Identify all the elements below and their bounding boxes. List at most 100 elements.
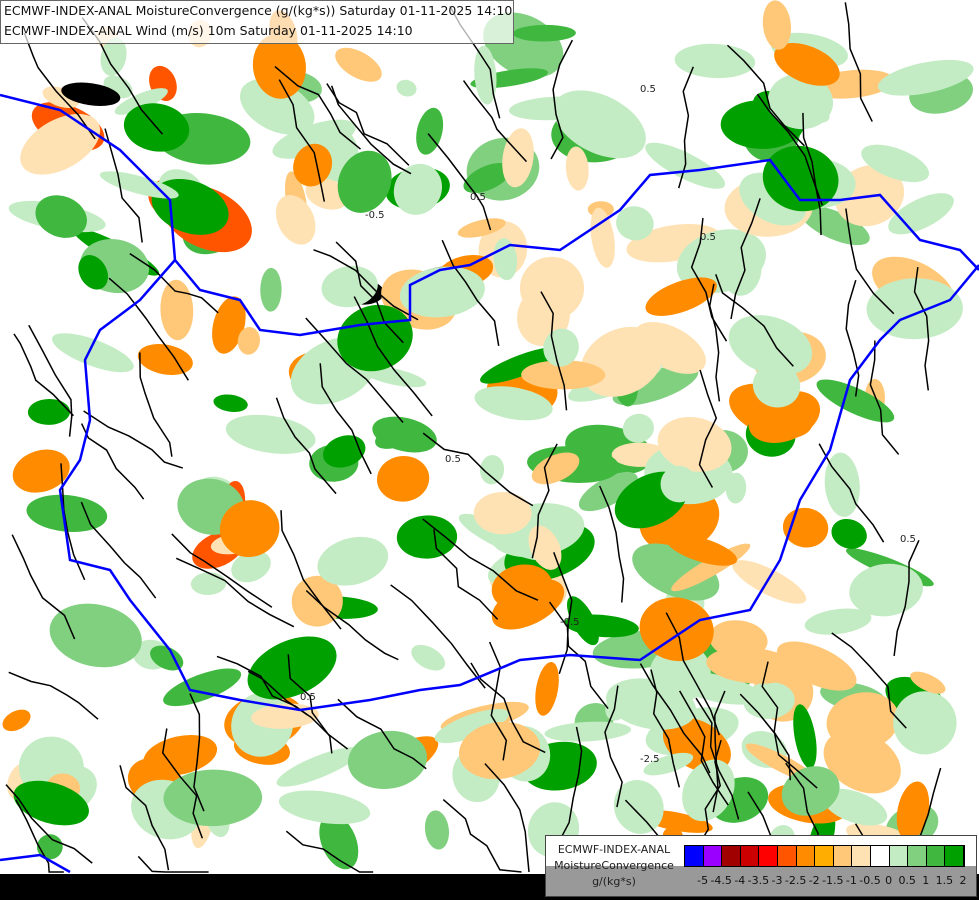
convergence-region xyxy=(20,113,101,175)
convergence-region xyxy=(509,96,599,121)
convergence-region xyxy=(521,360,606,390)
wind-streamline xyxy=(330,85,412,175)
convergence-region xyxy=(721,244,762,296)
convergence-region xyxy=(544,721,632,742)
contour-label: 0.5 xyxy=(470,192,486,203)
legend-tick-label: 2 xyxy=(959,874,967,887)
convergence-region xyxy=(578,471,638,512)
wind-streamline xyxy=(845,208,895,315)
convergence-region xyxy=(776,641,857,691)
wind-streamline xyxy=(831,632,907,729)
convergence-region xyxy=(163,668,242,707)
convergence-region xyxy=(396,79,417,97)
wind-streamline xyxy=(171,533,273,608)
wind-streamline xyxy=(280,510,342,630)
wind-streamline xyxy=(104,128,143,243)
wind-streamline xyxy=(730,198,761,320)
wind-streamline xyxy=(15,799,64,873)
wind-streamline xyxy=(708,283,721,402)
wind-streamline xyxy=(13,333,74,417)
convergence-region xyxy=(826,692,900,750)
convergence-region xyxy=(213,394,248,412)
legend-tick-label: -5 xyxy=(697,874,709,887)
wind-streamline xyxy=(390,584,486,689)
legend-parameter: MoistureConvergence xyxy=(554,859,674,872)
legend-tick-label: -3.5 xyxy=(747,874,770,887)
convergence-region xyxy=(565,146,589,191)
legend-swatch xyxy=(740,846,760,866)
contour-label: -2.5 xyxy=(640,754,660,765)
color-legend: ECMWF-INDEX-ANAL MoistureConvergence g/(… xyxy=(545,835,977,897)
wind-streamline xyxy=(553,552,573,675)
wind-streamline xyxy=(893,539,920,657)
wind-streamline xyxy=(275,397,337,495)
convergence-region xyxy=(519,256,585,320)
wind-streamline xyxy=(761,661,792,781)
wind-streamlines xyxy=(5,2,942,873)
wind-streamline xyxy=(739,693,818,789)
convergence-region xyxy=(411,644,446,671)
convergence-region xyxy=(474,386,553,421)
wind-streamline xyxy=(802,112,822,236)
wind-streamline xyxy=(313,249,419,321)
convergence-region xyxy=(35,195,87,238)
legend-tick-label: -3 xyxy=(771,874,783,887)
convergence-region xyxy=(49,603,142,668)
convergence-region xyxy=(321,265,378,308)
convergence-region xyxy=(622,413,654,443)
convergence-region xyxy=(479,455,505,485)
legend-swatch xyxy=(759,846,778,866)
legend-tick-label: -0.5 xyxy=(859,874,881,887)
legend-tick-label: -1.5 xyxy=(822,874,844,887)
wind-streamline xyxy=(139,352,173,457)
convergence-region xyxy=(725,472,747,504)
contour-label: 0.5 xyxy=(300,692,316,703)
wind-streamline xyxy=(287,654,333,754)
wind-streamline xyxy=(845,279,860,397)
convergence-region xyxy=(849,563,924,617)
wind-streamline xyxy=(604,685,623,808)
contour-label: -0.5 xyxy=(365,210,385,221)
convergence-region xyxy=(12,449,70,493)
country-borders xyxy=(0,93,979,874)
wind-streamline xyxy=(189,693,205,812)
legend-swatch xyxy=(722,846,741,866)
convergence-region xyxy=(160,279,194,341)
wind-streamline xyxy=(108,277,189,381)
wind-streamline xyxy=(677,66,694,189)
wind-streamline xyxy=(175,557,295,628)
convergence-region xyxy=(866,278,963,340)
wind-streamline xyxy=(433,529,499,620)
legend-tick-label: -4 xyxy=(734,874,746,887)
convergence-region xyxy=(535,661,559,716)
convergence-region xyxy=(375,422,419,449)
convergence-region xyxy=(323,435,366,468)
contour-label: 0.5 xyxy=(900,534,916,545)
legend-tick-label: 1 xyxy=(922,874,930,887)
convergence-region xyxy=(237,327,261,355)
convergence-region xyxy=(639,597,714,662)
wind-streamline xyxy=(712,690,726,813)
convergence-region xyxy=(337,150,392,213)
wind-streamline xyxy=(23,32,96,140)
convergence-region xyxy=(800,205,870,246)
convergence-region xyxy=(393,163,443,215)
wind-streamline xyxy=(844,2,873,122)
wind-streamline xyxy=(678,690,729,806)
wind-streamline xyxy=(599,485,625,603)
map-title: ECMWF-INDEX-ANAL MoistureConvergence (g/… xyxy=(0,0,514,44)
convergence-region xyxy=(787,104,830,124)
convergence-region xyxy=(645,277,717,316)
convergence-region xyxy=(613,779,664,834)
convergence-region xyxy=(463,163,512,193)
convergence-region xyxy=(231,550,271,583)
legend-footer xyxy=(546,866,976,896)
convergence-region xyxy=(531,452,580,485)
wind-streamline xyxy=(305,317,404,424)
convergence-region xyxy=(643,752,694,776)
convergence-region xyxy=(114,88,168,115)
wind-streamline xyxy=(484,763,530,873)
convergence-region xyxy=(732,560,807,604)
wind-streamline xyxy=(80,501,157,599)
